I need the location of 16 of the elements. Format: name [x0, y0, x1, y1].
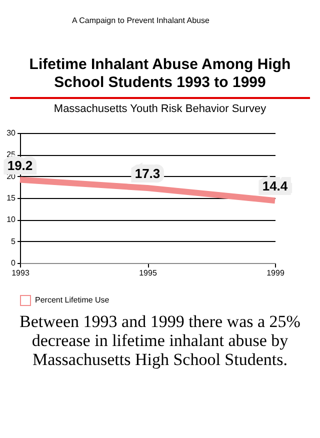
y-tick-label: 30	[6, 128, 16, 138]
text: A Campaign to Prevent Inhalant Abuse	[71, 15, 210, 27]
y-tick-label: 10	[6, 215, 16, 224]
text: Between 1993 and 1999 there was a 25% decrease in lifetime inhalant abuse by Massachusetts High School Students.	[18, 312, 302, 369]
data-label: 14.4	[262, 178, 288, 194]
x-tick-label: 1993	[12, 268, 30, 278]
y-tick-label: 5	[11, 236, 16, 246]
y-tick-label: 0	[11, 258, 16, 268]
chart-title: Lifetime Inhalant Abuse Among High School Students 1993 to 1999	[28, 56, 292, 92]
x-tick-label: 1995	[139, 268, 158, 278]
y-tick-label: 25	[6, 150, 16, 160]
chart-subtitle: Massachusetts Youth Risk Behavior Survey	[52, 103, 268, 115]
x-tick-label: 1999	[266, 268, 285, 278]
y-tick-label: 20	[6, 172, 16, 181]
y-tick-label: 15	[6, 194, 16, 202]
legend-label: Percent Lifetime Use	[35, 296, 110, 304]
